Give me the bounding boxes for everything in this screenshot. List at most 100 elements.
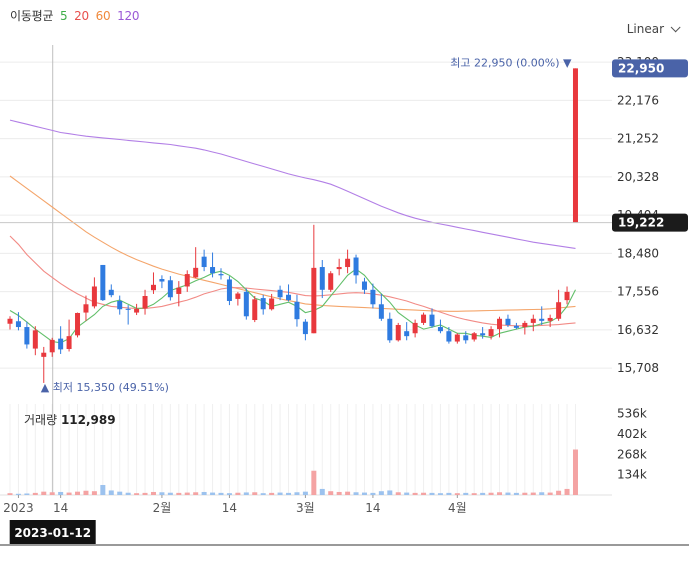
volume-bar xyxy=(176,492,182,495)
volume-bar xyxy=(83,490,89,495)
date-tick-label: 14 xyxy=(365,501,380,515)
volume-bar xyxy=(24,493,30,495)
volume-bar xyxy=(41,491,47,495)
candle-body xyxy=(167,280,173,298)
candle xyxy=(564,286,570,305)
candle xyxy=(100,264,106,301)
volume-tick-label: 268k xyxy=(617,447,647,461)
candle xyxy=(41,346,47,383)
candle xyxy=(437,319,443,334)
candle xyxy=(539,306,545,325)
candle-body xyxy=(370,289,376,305)
price-tick-label: 17,556 xyxy=(617,285,659,299)
volume-bar xyxy=(488,492,494,495)
legend-item-ma20: 20 xyxy=(74,9,89,23)
candle-body xyxy=(176,287,182,294)
volume-bar xyxy=(269,492,275,495)
scale-selector[interactable]: Linear xyxy=(627,22,681,36)
candle-body xyxy=(134,308,140,313)
volume-bar xyxy=(125,492,131,495)
candle xyxy=(572,68,578,223)
volume-bar xyxy=(336,491,342,495)
candle xyxy=(505,314,511,328)
candle xyxy=(319,259,325,299)
volume-bar xyxy=(7,493,13,495)
candle xyxy=(277,285,283,301)
volume-bar xyxy=(210,492,216,495)
candle-body xyxy=(505,318,511,325)
candle xyxy=(446,327,452,344)
candle xyxy=(66,319,72,352)
candle xyxy=(176,281,182,307)
volume-bar xyxy=(471,493,477,495)
candle-body xyxy=(480,333,486,336)
candle-body xyxy=(201,256,207,268)
volume-bar xyxy=(100,484,106,495)
volume-tick-label: 536k xyxy=(617,407,647,421)
volume-bar xyxy=(421,492,427,495)
candle xyxy=(311,224,317,334)
candle-body xyxy=(58,338,64,350)
volume-bar xyxy=(395,492,401,495)
volume-bar xyxy=(328,491,334,495)
candle xyxy=(421,312,427,325)
volume-bar xyxy=(513,492,519,495)
candle xyxy=(336,258,342,276)
volume-bar xyxy=(260,493,266,495)
candle xyxy=(15,312,21,331)
price-markers: 2023-01-12 최고 22,950 (0.00%) ▼ ▲ 최저 15,350… xyxy=(0,56,688,544)
volume-bar xyxy=(497,492,503,495)
volume-bar xyxy=(235,492,241,495)
candle-body xyxy=(497,318,503,330)
volume-bar xyxy=(32,492,38,495)
high-marker-label: 최고 22,950 (0.00%) ▼ xyxy=(450,56,572,69)
current-price-bg xyxy=(612,213,688,232)
candle xyxy=(243,288,249,320)
candle-body xyxy=(277,289,283,298)
date-tick-label: 3월 xyxy=(296,501,315,515)
candle xyxy=(49,337,55,357)
price-tick-label: 18,480 xyxy=(617,246,659,260)
candle-body xyxy=(108,289,114,296)
candle-body xyxy=(446,331,452,342)
volume-bar xyxy=(353,492,359,495)
price-grid xyxy=(0,45,612,496)
candle xyxy=(404,322,410,341)
volume-bar xyxy=(134,493,140,495)
candle-body xyxy=(463,335,469,341)
price-tick-label: 22,176 xyxy=(617,93,659,107)
volume-bar xyxy=(159,492,165,495)
candle xyxy=(142,289,148,315)
volume-bar xyxy=(505,492,511,495)
volume-bar xyxy=(556,490,562,495)
volume-tick-label: 134k xyxy=(617,468,647,482)
candle-body xyxy=(395,324,401,341)
candles xyxy=(7,68,578,383)
candle-body xyxy=(142,296,148,309)
volume-bar xyxy=(49,492,55,495)
candle-body xyxy=(117,300,123,310)
legend-title: 이동평균 xyxy=(10,9,54,23)
candle xyxy=(7,316,13,330)
candle-body xyxy=(75,312,81,336)
volume-bar xyxy=(378,491,384,495)
legend-item-ma5: 5 xyxy=(60,9,68,23)
current-price-label: 19,222 xyxy=(618,216,664,230)
candle xyxy=(125,305,131,325)
candle xyxy=(193,247,199,279)
volume-bar xyxy=(361,492,367,495)
candle xyxy=(302,319,308,341)
date-tick-label: 14 xyxy=(222,501,237,515)
volume-bar xyxy=(294,492,300,495)
volume-bar xyxy=(547,492,553,495)
candle xyxy=(286,284,292,302)
candle xyxy=(201,249,207,272)
volume-bar xyxy=(429,492,435,495)
candle-body xyxy=(454,334,460,342)
candle-body xyxy=(387,318,393,341)
volume-bar xyxy=(184,492,190,495)
date-axis: 2023 14 2월 14 3월 14 4월 xyxy=(0,495,689,546)
candle xyxy=(167,276,173,301)
volume-bar xyxy=(150,491,156,495)
